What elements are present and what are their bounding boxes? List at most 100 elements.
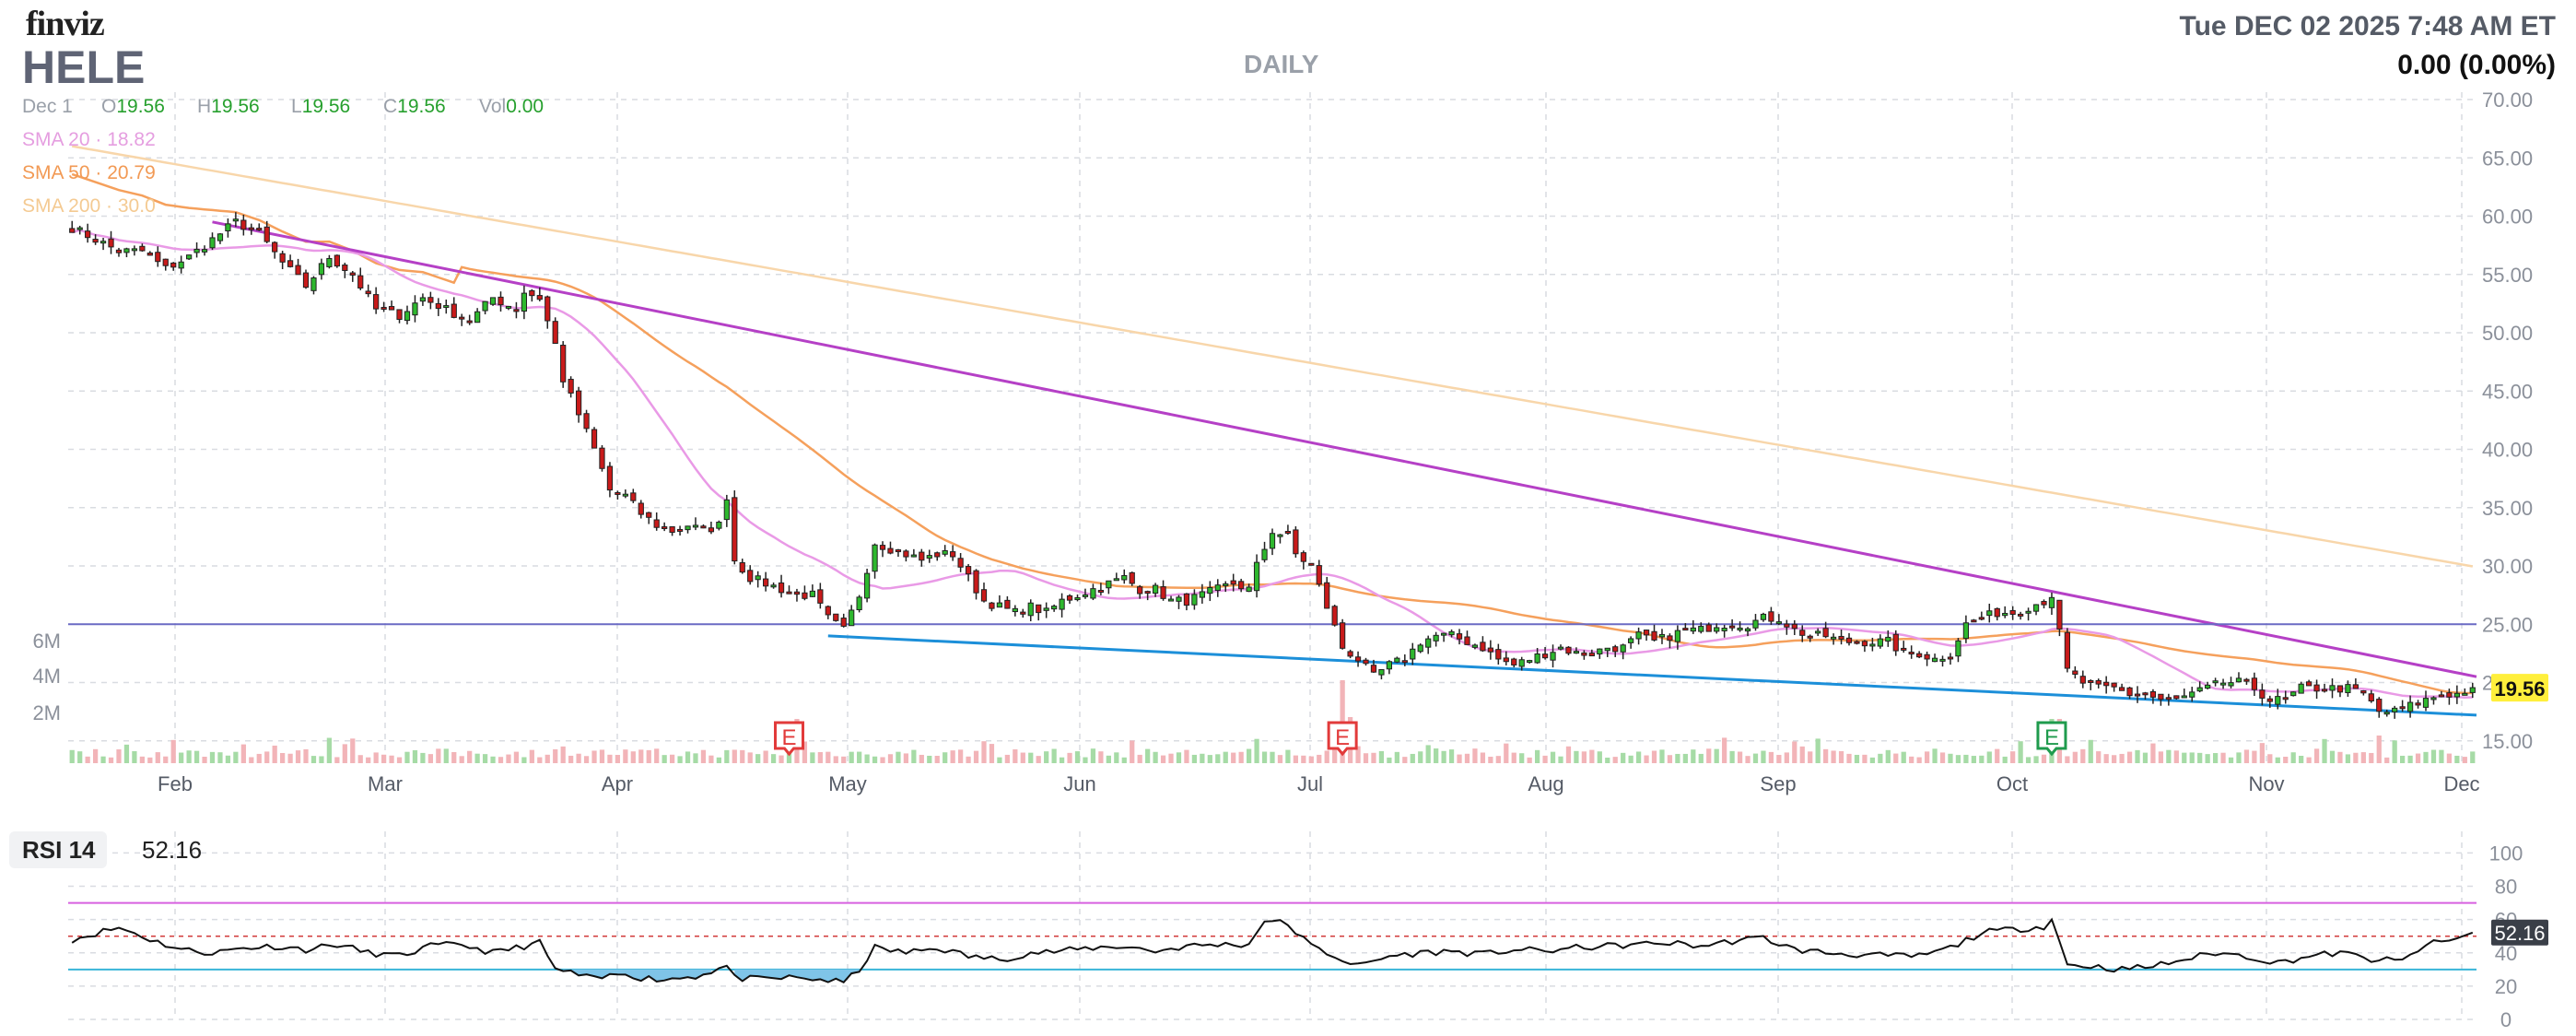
candlestick [1137, 584, 1143, 599]
volume-bar [1355, 746, 1361, 763]
candlestick [1129, 571, 1135, 586]
volume-bar [1246, 748, 1252, 763]
volume-bar [1067, 752, 1072, 763]
volume-bar [872, 756, 878, 763]
candlestick [615, 490, 621, 500]
volume-bar [1464, 753, 1470, 763]
candlestick [1527, 659, 1533, 664]
volume-bar [685, 751, 691, 763]
volume-bar [1761, 750, 1766, 763]
volume-bar [950, 750, 955, 763]
candlestick [209, 232, 216, 251]
candlestick [1495, 643, 1502, 665]
volume-bar [1542, 755, 1548, 763]
volume-bar [2392, 740, 2397, 763]
candlestick [1815, 628, 1821, 637]
candlestick [825, 605, 831, 619]
y-tick-label: 55.00 [2482, 264, 2533, 287]
volume-bar [443, 748, 449, 763]
rsi-value-badge: 52.16 [2491, 919, 2548, 946]
candlestick [1728, 618, 1736, 631]
x-tick-label: Jul [1297, 772, 1323, 795]
candlestick [2064, 628, 2070, 673]
volume-bar [2150, 743, 2156, 763]
candlestick [1074, 594, 1081, 602]
volume-bar [155, 752, 160, 763]
candlestick [248, 223, 254, 235]
candlestick [622, 489, 628, 499]
volume-bar [1589, 749, 1595, 763]
volume-bar [1878, 753, 1883, 763]
volume-bar [1504, 743, 1509, 763]
volume-bar [2439, 749, 2444, 763]
volume-bar [1425, 745, 1431, 763]
candlestick [1340, 618, 1346, 650]
candlestick [793, 588, 801, 602]
volume-bar [2252, 750, 2257, 763]
candlestick [863, 569, 871, 603]
volume-bar [2103, 754, 2109, 763]
candlestick [310, 276, 317, 295]
sma200-legend[interactable]: SMA 200 · 30.0 [22, 195, 156, 217]
candlestick [1160, 580, 1166, 601]
volume-bar [997, 757, 1002, 763]
candlestick [2352, 677, 2359, 689]
rsi-label[interactable]: RSI 14 [22, 836, 96, 864]
candlestick [2165, 693, 2172, 706]
candlestick [2298, 681, 2304, 694]
candlestick [732, 490, 738, 565]
volume-bar [1737, 751, 1743, 763]
candlestick [1269, 528, 1276, 556]
volume-bar [2423, 751, 2429, 763]
volume-bar [1651, 750, 1657, 763]
candlestick [1962, 615, 1970, 643]
volume-bar [1308, 756, 1314, 763]
candlestick [2282, 690, 2289, 704]
candlestick [1635, 627, 1642, 645]
candlestick [1924, 651, 1930, 666]
volume-bar [857, 751, 862, 763]
volume-bar [412, 749, 418, 763]
finviz-logo[interactable]: finviz [26, 5, 105, 43]
ohlc-date: Dec 1 [22, 96, 73, 117]
volume-bar [849, 751, 854, 763]
candlestick [1113, 572, 1119, 582]
volume-bar [77, 751, 83, 763]
volume-bar [638, 749, 644, 763]
volume-bar [1231, 752, 1236, 763]
candlestick [708, 521, 715, 535]
sma50-legend[interactable]: SMA 50 · 20.79 [22, 162, 156, 183]
volume-bar [179, 752, 184, 763]
volume-bar [1519, 753, 1525, 763]
candlestick [1674, 625, 1681, 650]
volume-bar [599, 749, 605, 763]
candlestick [2259, 683, 2266, 706]
candlestick [217, 232, 224, 244]
sma20-legend[interactable]: SMA 20 · 18.82 [22, 129, 156, 150]
candlestick [2430, 696, 2437, 705]
volume-bar [1776, 755, 1782, 763]
candlestick [606, 462, 614, 498]
trendlines[interactable] [68, 220, 2477, 717]
candlestick [1643, 630, 1650, 642]
candlestick [139, 243, 146, 253]
volume-bar [1714, 748, 1719, 763]
volume-bar [186, 750, 192, 763]
candlestick [669, 526, 675, 536]
volume-bar [1682, 753, 1688, 763]
candlestick [1207, 581, 1213, 602]
candlestick [1020, 608, 1026, 618]
volume-bar [240, 744, 246, 763]
candlestick [474, 308, 481, 324]
rsi-label-box[interactable] [9, 831, 107, 868]
volume-bar [100, 756, 106, 763]
candlestick [232, 212, 240, 228]
sma20-line [71, 229, 2473, 699]
candlestick [2158, 693, 2164, 706]
candlestick [1464, 630, 1470, 645]
volume-bar [1784, 752, 1789, 763]
candlestick [1581, 650, 1587, 660]
candlestick [1658, 629, 1666, 644]
